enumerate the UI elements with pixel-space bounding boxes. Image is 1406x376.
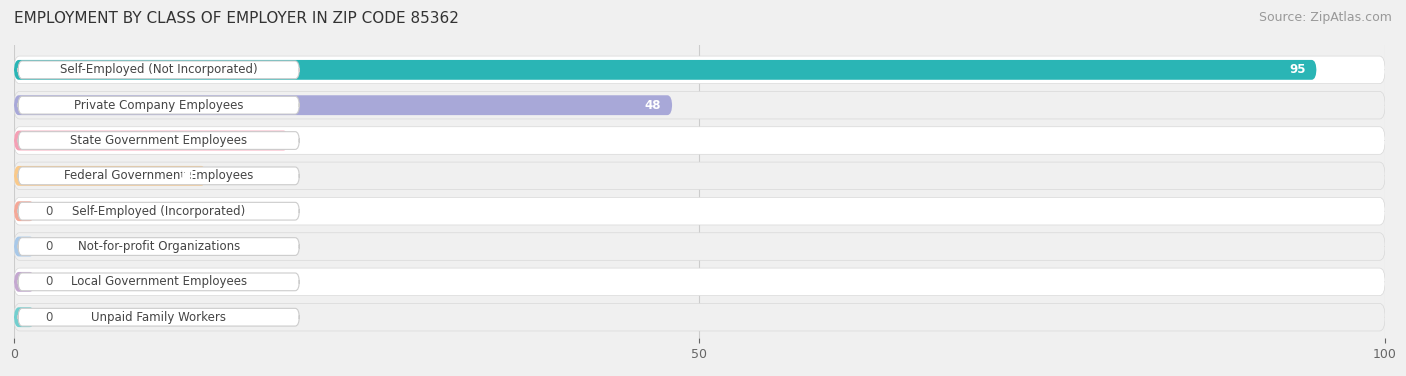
Text: State Government Employees: State Government Employees — [70, 134, 247, 147]
Text: Local Government Employees: Local Government Employees — [70, 275, 246, 288]
FancyBboxPatch shape — [14, 166, 207, 186]
Text: Not-for-profit Organizations: Not-for-profit Organizations — [77, 240, 240, 253]
FancyBboxPatch shape — [14, 162, 1385, 190]
FancyBboxPatch shape — [18, 61, 299, 79]
FancyBboxPatch shape — [18, 167, 299, 185]
FancyBboxPatch shape — [14, 130, 288, 150]
FancyBboxPatch shape — [18, 238, 299, 255]
FancyBboxPatch shape — [14, 233, 1385, 260]
FancyBboxPatch shape — [14, 201, 35, 221]
FancyBboxPatch shape — [14, 91, 1385, 119]
FancyBboxPatch shape — [14, 303, 1385, 331]
FancyBboxPatch shape — [14, 272, 35, 292]
Text: Federal Government Employees: Federal Government Employees — [65, 169, 253, 182]
FancyBboxPatch shape — [18, 96, 299, 114]
FancyBboxPatch shape — [14, 307, 35, 327]
Text: 0: 0 — [45, 275, 53, 288]
FancyBboxPatch shape — [14, 197, 1385, 225]
Text: Unpaid Family Workers: Unpaid Family Workers — [91, 311, 226, 324]
FancyBboxPatch shape — [14, 237, 35, 256]
FancyBboxPatch shape — [14, 60, 1316, 80]
FancyBboxPatch shape — [18, 132, 299, 149]
Text: 95: 95 — [1289, 63, 1305, 76]
Text: 0: 0 — [45, 240, 53, 253]
Text: Self-Employed (Incorporated): Self-Employed (Incorporated) — [72, 205, 245, 218]
Text: 14: 14 — [179, 169, 195, 182]
FancyBboxPatch shape — [14, 95, 672, 115]
FancyBboxPatch shape — [18, 308, 299, 326]
Text: EMPLOYMENT BY CLASS OF EMPLOYER IN ZIP CODE 85362: EMPLOYMENT BY CLASS OF EMPLOYER IN ZIP C… — [14, 11, 458, 26]
Text: 0: 0 — [45, 311, 53, 324]
FancyBboxPatch shape — [18, 273, 299, 291]
FancyBboxPatch shape — [14, 268, 1385, 296]
Text: Source: ZipAtlas.com: Source: ZipAtlas.com — [1258, 11, 1392, 24]
Text: Self-Employed (Not Incorporated): Self-Employed (Not Incorporated) — [60, 63, 257, 76]
FancyBboxPatch shape — [14, 56, 1385, 83]
Text: 20: 20 — [262, 134, 277, 147]
FancyBboxPatch shape — [14, 127, 1385, 154]
Text: Private Company Employees: Private Company Employees — [75, 99, 243, 112]
Text: 48: 48 — [644, 99, 661, 112]
Text: 0: 0 — [45, 205, 53, 218]
FancyBboxPatch shape — [18, 202, 299, 220]
